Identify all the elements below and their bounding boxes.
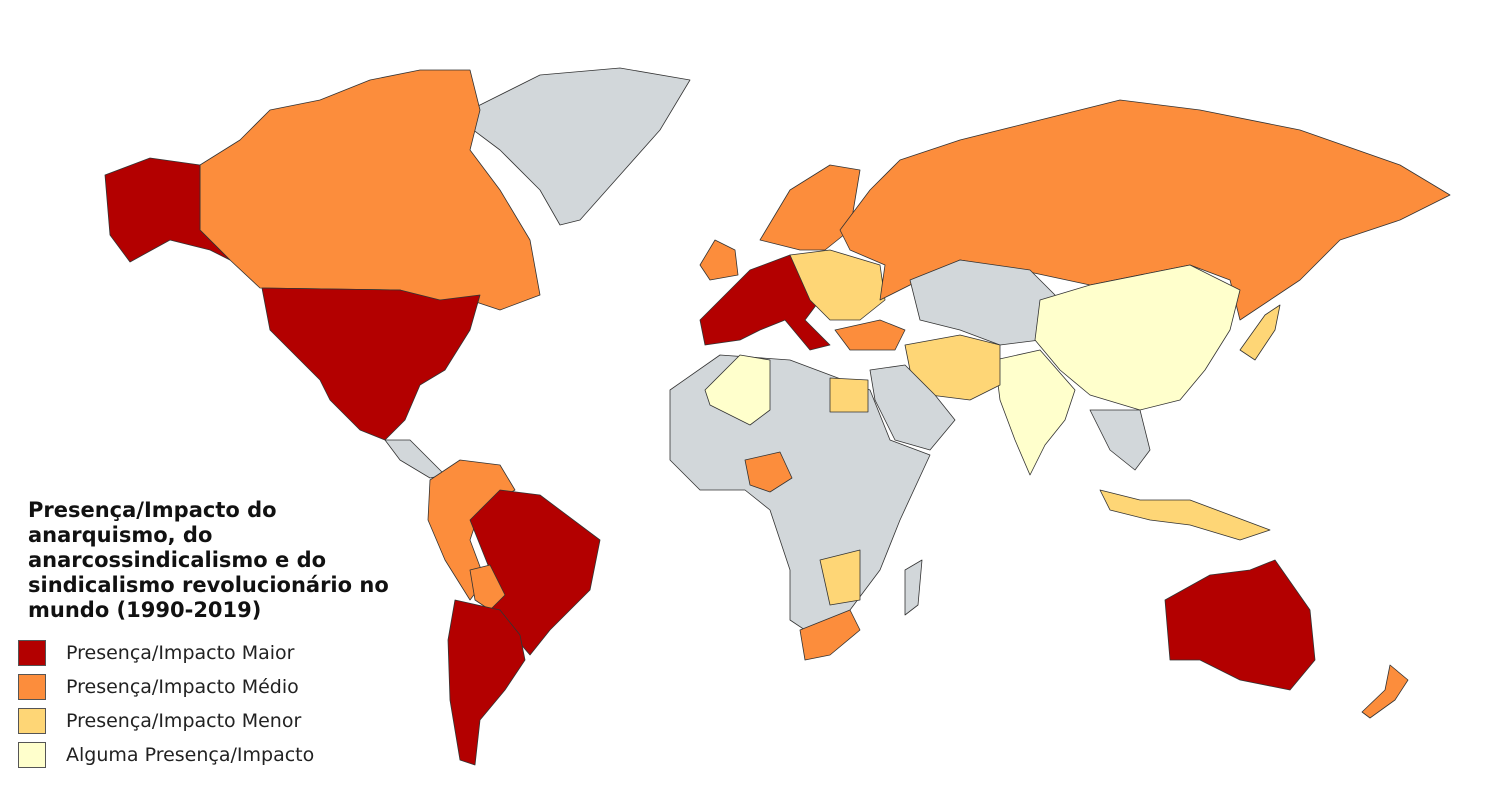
legend-label: Presença/Impacto Médio [66, 676, 299, 698]
southeast-asia [1089, 409, 1151, 471]
legend-item: Presença/Impacto Maior [18, 636, 314, 670]
eastern-europe [789, 249, 886, 321]
africa [669, 354, 931, 641]
legend-label: Alguma Presença/Impacto [66, 744, 315, 766]
indonesia [1099, 489, 1271, 541]
nigeria [744, 451, 793, 493]
legend: Presença/Impacto Maior Presença/Impacto M… [18, 636, 314, 772]
greenland [459, 67, 691, 226]
usa-mexico [261, 287, 481, 441]
legend-label: Presença/Impacto Menor [66, 710, 302, 732]
central-america [384, 439, 446, 479]
legend-label: Presença/Impacto Maior [66, 642, 295, 664]
legend-swatch [18, 708, 46, 734]
scandinavia [759, 164, 861, 251]
india [994, 349, 1076, 476]
new-zealand [1361, 664, 1409, 719]
madagascar [904, 559, 923, 616]
legend-swatch [18, 742, 46, 768]
southern-africa-mid [819, 549, 861, 606]
japan [1239, 304, 1281, 361]
egypt [829, 377, 869, 413]
australia [1164, 559, 1316, 691]
bolivia [469, 564, 506, 611]
legend-swatch [18, 674, 46, 700]
legend-title: Presença/Impacto do anarquismo, do anarc… [28, 498, 389, 622]
south-africa [799, 609, 861, 661]
turkey [834, 319, 906, 351]
arabia [869, 364, 956, 451]
algeria [704, 354, 771, 426]
uk-ireland [699, 239, 739, 281]
legend-item: Alguma Presença/Impacto [18, 738, 314, 772]
legend-item: Presença/Impacto Menor [18, 704, 314, 738]
western-europe [699, 254, 831, 351]
andean-north [427, 459, 516, 601]
alaska [104, 157, 231, 263]
china [1034, 264, 1241, 411]
southern-cone [447, 599, 526, 766]
legend-item: Presença/Impacto Médio [18, 670, 314, 704]
legend-swatch [18, 640, 46, 666]
